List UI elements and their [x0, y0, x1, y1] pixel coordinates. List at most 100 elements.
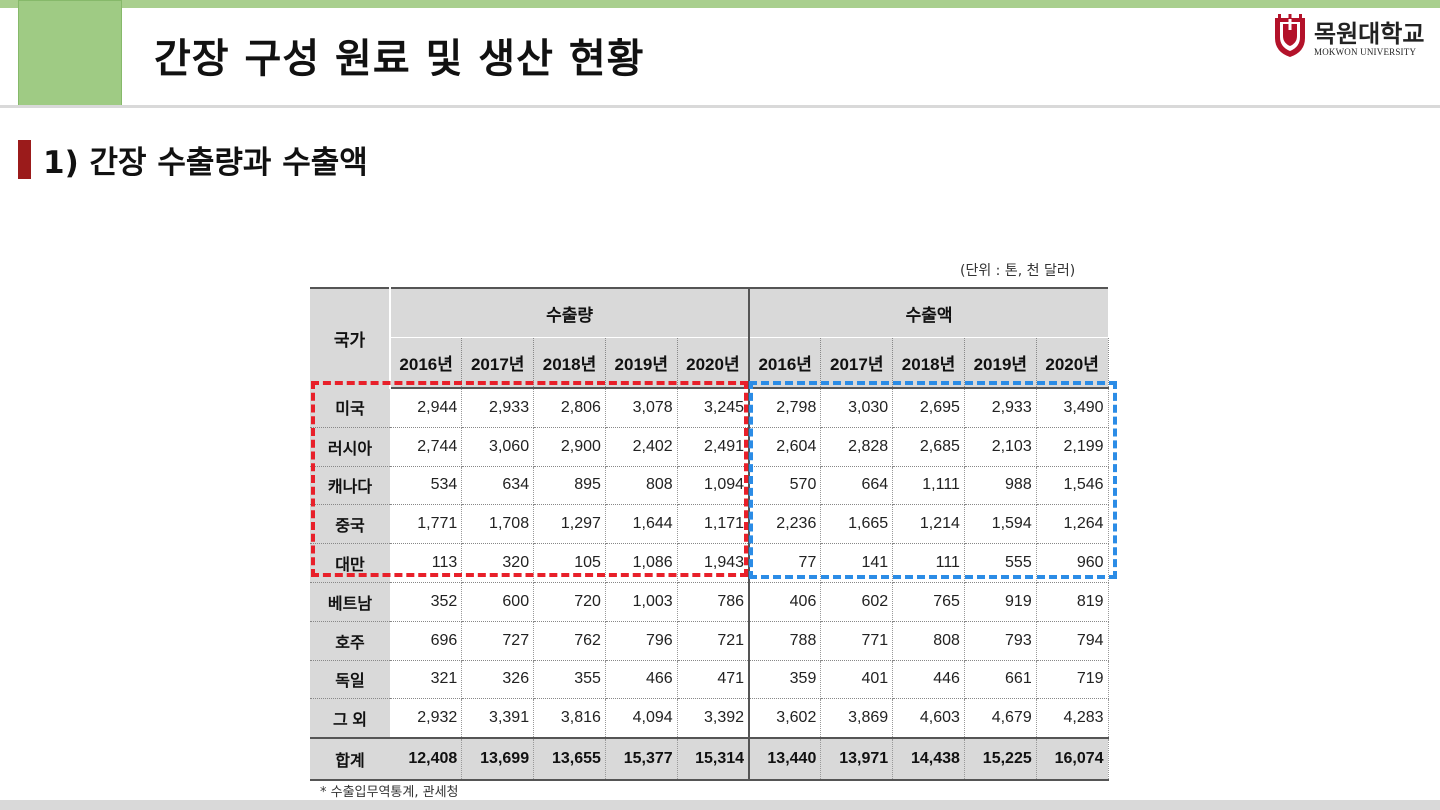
volume-cell: 2,900 — [533, 427, 606, 467]
volume-cell: 534 — [390, 466, 463, 506]
amount-cell: 4,283 — [1036, 698, 1109, 739]
volume-cell: 3,060 — [461, 427, 535, 467]
amount-cell: 2,695 — [892, 388, 965, 428]
amount-cell: 771 — [820, 621, 894, 661]
volume-cell: 808 — [605, 466, 678, 506]
top-accent-line — [0, 0, 1440, 8]
volume-cell: 727 — [461, 621, 535, 661]
volume-header: 수출량 — [390, 287, 751, 338]
amount-cell: 2,798 — [749, 388, 822, 428]
section-marker — [18, 140, 31, 179]
total-row: 합계 12,408 13,699 13,655 15,377 15,314 13,440 13… — [310, 737, 1109, 782]
country-cell: 독일 — [310, 660, 390, 700]
amount-cell: 602 — [820, 582, 894, 622]
volume-cell: 2,491 — [677, 427, 751, 467]
amount-cell: 406 — [749, 582, 822, 622]
volume-cell: 2,806 — [533, 388, 606, 428]
table-row: 그 외 2,932 3,391 3,816 4,094 3,392 3,602 3,869 4,… — [310, 698, 1109, 739]
amount-year-header: 2017년 — [820, 337, 894, 389]
volume-cell: 4,094 — [605, 698, 678, 739]
amount-cell: 988 — [964, 466, 1037, 506]
amount-cell: 765 — [892, 582, 965, 622]
amount-cell: 13,440 — [749, 737, 822, 782]
amount-cell: 794 — [1036, 621, 1109, 661]
table-row: 캐나다 534 634 895 808 1,094 570 664 1,111 988 1,546 — [310, 466, 1109, 506]
amount-cell: 2,685 — [892, 427, 965, 467]
amount-year-header: 2019년 — [964, 337, 1037, 389]
country-cell: 호주 — [310, 621, 390, 661]
amount-cell: 555 — [964, 543, 1037, 583]
amount-cell: 4,603 — [892, 698, 965, 739]
amount-cell: 2,236 — [749, 504, 822, 545]
amount-year-header: 2016년 — [749, 337, 822, 389]
volume-cell: 3,816 — [533, 698, 606, 739]
amount-cell: 793 — [964, 621, 1037, 661]
volume-cell: 2,402 — [605, 427, 678, 467]
volume-cell: 1,086 — [605, 543, 678, 583]
volume-cell: 3,391 — [461, 698, 535, 739]
volume-cell: 2,933 — [461, 388, 535, 428]
volume-cell: 471 — [677, 660, 751, 700]
volume-cell: 1,708 — [461, 504, 535, 545]
university-subtitle: MOKWON UNIVERSITY — [1314, 47, 1417, 57]
volume-cell: 1,171 — [677, 504, 751, 545]
amount-cell: 141 — [820, 543, 894, 583]
header-divider — [0, 105, 1440, 108]
volume-cell: 720 — [533, 582, 606, 622]
amount-cell: 14,438 — [892, 737, 965, 782]
amount-cell: 446 — [892, 660, 965, 700]
amount-cell: 359 — [749, 660, 822, 700]
volume-cell: 320 — [461, 543, 535, 583]
volume-cell: 3,078 — [605, 388, 678, 428]
table-row: 호주 696 727 762 796 721 788 771 808 793 794 — [310, 621, 1109, 661]
volume-cell: 1,943 — [677, 543, 751, 583]
table-body: 미국 2,944 2,933 2,806 3,078 3,245 2,798 3,030 2,6… — [310, 388, 1109, 782]
amount-cell: 3,869 — [820, 698, 894, 739]
amount-cell: 401 — [820, 660, 894, 700]
amount-cell: 1,214 — [892, 504, 965, 545]
volume-cell: 2,744 — [390, 427, 463, 467]
table-row: 대만 113 320 105 1,086 1,943 77 141 111 555 960 — [310, 543, 1109, 583]
amount-cell: 16,074 — [1036, 737, 1109, 782]
volume-cell: 113 — [390, 543, 463, 583]
amount-cell: 2,604 — [749, 427, 822, 467]
country-cell: 러시아 — [310, 427, 390, 467]
amount-cell: 788 — [749, 621, 822, 661]
amount-cell: 3,602 — [749, 698, 822, 739]
volume-cell: 1,644 — [605, 504, 678, 545]
volume-cell: 634 — [461, 466, 535, 506]
amount-cell: 4,679 — [964, 698, 1037, 739]
amount-cell: 3,030 — [820, 388, 894, 428]
table-row: 미국 2,944 2,933 2,806 3,078 3,245 2,798 3,030 2,6… — [310, 388, 1109, 428]
year-header-row: 2016년 2017년 2018년 2019년 2020년 2016년 2017년 2018년… — [310, 337, 1109, 389]
amount-cell: 808 — [892, 621, 965, 661]
amount-cell: 819 — [1036, 582, 1109, 622]
volume-cell: 326 — [461, 660, 535, 700]
volume-year-header: 2017년 — [461, 337, 535, 389]
table-row: 베트남 352 600 720 1,003 786 406 602 765 919 819 — [310, 582, 1109, 622]
volume-cell: 15,377 — [605, 737, 678, 782]
amount-cell: 13,971 — [820, 737, 894, 782]
volume-cell: 2,932 — [390, 698, 463, 739]
source-note: * 수출입무역통계, 관세청 — [320, 785, 459, 800]
university-logo: 목원대학교 MOKWON UNIVERSITY — [1272, 14, 1438, 62]
volume-cell: 762 — [533, 621, 606, 661]
country-header: 국가 — [310, 287, 391, 388]
amount-cell: 719 — [1036, 660, 1109, 700]
page-title: 간장 구성 원료 및 생산 현황 — [154, 36, 645, 82]
volume-year-header: 2020년 — [677, 337, 751, 389]
volume-year-header: 2018년 — [533, 337, 606, 389]
country-cell: 대만 — [310, 543, 390, 583]
amount-cell: 661 — [964, 660, 1037, 700]
header-accent-block — [18, 0, 122, 106]
volume-cell: 466 — [605, 660, 678, 700]
export-table: 국가 수출량 수출액 2016년 2017년 2018년 2019년 2020년 2016… — [310, 287, 1109, 782]
volume-cell: 895 — [533, 466, 606, 506]
amount-header: 수출액 — [749, 287, 1109, 338]
volume-cell: 1,094 — [677, 466, 751, 506]
amount-cell: 3,490 — [1036, 388, 1109, 428]
volume-cell: 12,408 — [390, 737, 463, 782]
table-row: 러시아 2,744 3,060 2,900 2,402 2,491 2,604 2,828 2,… — [310, 427, 1109, 467]
amount-cell: 1,264 — [1036, 504, 1109, 545]
amount-cell: 919 — [964, 582, 1037, 622]
